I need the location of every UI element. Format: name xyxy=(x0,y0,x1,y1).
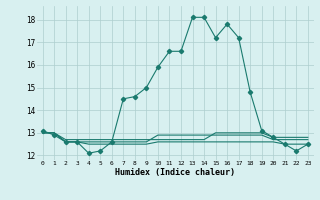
X-axis label: Humidex (Indice chaleur): Humidex (Indice chaleur) xyxy=(115,168,235,177)
